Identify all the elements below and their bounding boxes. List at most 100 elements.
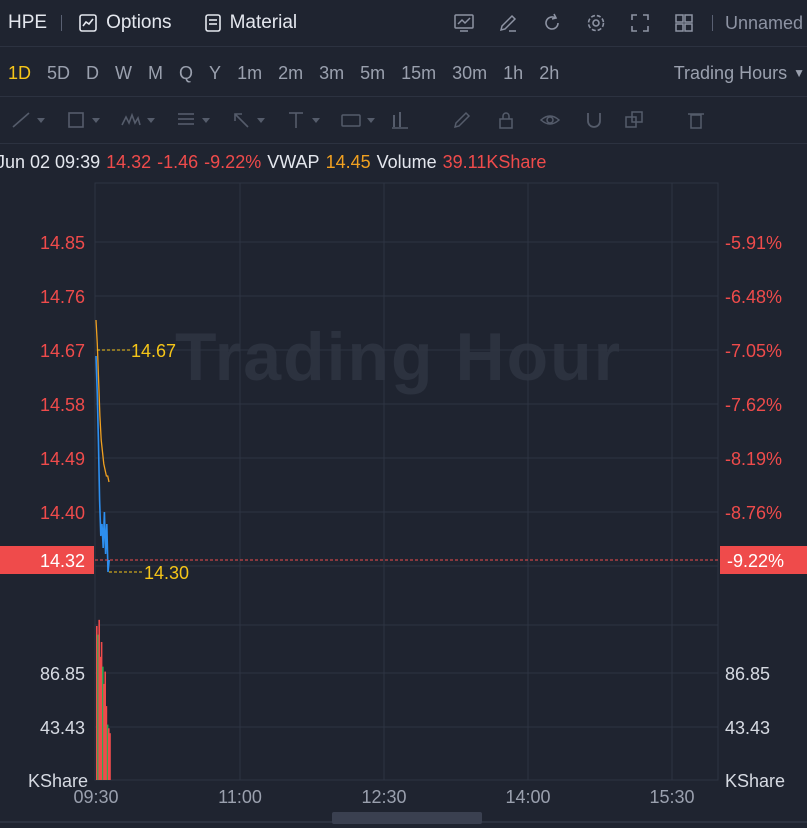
vwap-value: 14.45 — [325, 151, 371, 172]
lock-button[interactable] — [495, 97, 517, 143]
line-tool-icon — [12, 112, 30, 128]
volume-bar — [97, 634, 99, 780]
options-label: Options — [106, 12, 172, 33]
current-price-tag-label: 14.32 — [40, 551, 85, 571]
interval-30m[interactable]: 30m — [452, 62, 488, 83]
interval-2m[interactable]: 2m — [278, 62, 304, 83]
watermark: Trading Hour — [175, 319, 623, 395]
price-axis-label-left: 14.67 — [40, 341, 85, 361]
change-value: -1.46 — [157, 151, 199, 172]
low-marker-label: 14.30 — [144, 563, 189, 583]
material-button[interactable]: Material — [204, 12, 298, 34]
interval-bar: 1D 5D D W M Q Y 1m 2m 3m 5m 15m 30m 1h 2h Trading Hours… — [0, 50, 807, 97]
interval-1h[interactable]: 1h — [503, 62, 524, 83]
material-icon — [204, 14, 221, 32]
price-info-bar: Jun 02 09:39 14.32 -1.46 -9.22% VWAP 14.… — [0, 148, 552, 176]
text-tool-button[interactable] — [285, 97, 320, 143]
lock-icon — [499, 112, 513, 129]
arrow-tool-icon — [234, 113, 249, 128]
symbol-label[interactable]: HPE — [8, 12, 48, 33]
divider — [711, 15, 713, 31]
interval-Y[interactable]: Y — [209, 62, 222, 83]
price-value: 14.32 — [106, 151, 152, 172]
volume-bar — [108, 728, 110, 780]
change-pct-value: -9.22% — [204, 151, 262, 172]
interval-1m[interactable]: 1m — [237, 62, 263, 83]
magnet-icon — [587, 113, 601, 128]
eye-button[interactable] — [539, 97, 561, 143]
interval-W[interactable]: W — [115, 62, 133, 83]
drawing-toolbar — [0, 97, 807, 144]
chevron-down-icon — [92, 117, 100, 123]
time-axis-label: 12:30 — [361, 787, 406, 807]
grid-layout-icon[interactable] — [668, 0, 700, 46]
datetime-label: Jun 02 09:39 — [0, 151, 101, 172]
chevron-down-icon — [312, 117, 320, 123]
volume-label: Volume — [376, 151, 437, 172]
chart-indicator-icon[interactable] — [448, 0, 480, 46]
bar-pattern-icon — [392, 112, 408, 129]
volume-bar — [105, 706, 108, 780]
session-label: Trading Hours — [673, 62, 788, 83]
high-marker-label: 14.67 — [131, 341, 176, 361]
refresh-icon[interactable] — [536, 0, 568, 46]
volume-unit-label-left: KShare — [28, 771, 88, 791]
pattern-tool-button[interactable] — [120, 97, 155, 143]
interval-5D[interactable]: 5D — [47, 62, 71, 83]
measure-tool-icon — [341, 114, 361, 127]
interval-15m[interactable]: 15m — [401, 62, 437, 83]
pen-button[interactable] — [451, 97, 473, 143]
interval-1D[interactable]: 1D — [8, 62, 32, 83]
timeline-scroll-handle[interactable] — [332, 812, 482, 824]
line-tool-button[interactable] — [10, 97, 45, 143]
interval-M[interactable]: M — [148, 62, 164, 83]
pct-axis-label-right: -5.91% — [725, 233, 782, 253]
options-icon — [79, 14, 97, 32]
bar-pattern-button[interactable] — [389, 97, 411, 143]
interval-2h[interactable]: 2h — [539, 62, 560, 83]
trash-button[interactable] — [685, 97, 707, 143]
interval-Q[interactable]: Q — [179, 62, 194, 83]
interval-3m[interactable]: 3m — [319, 62, 345, 83]
volume-axis-label-left: 86.85 — [40, 664, 85, 684]
options-button[interactable]: Options — [78, 12, 172, 34]
fullscreen-icon[interactable] — [624, 0, 656, 46]
layout-name[interactable]: Unnamed — [724, 12, 803, 33]
rectangle-tool-icon — [68, 112, 84, 128]
price-axis-label-left: 14.49 — [40, 449, 85, 469]
fibonacci-tool-button[interactable] — [175, 97, 210, 143]
rectangle-tool-button[interactable] — [65, 97, 100, 143]
interval-D[interactable]: D — [86, 62, 100, 83]
volume-bar — [103, 683, 105, 780]
volume-bar — [96, 625, 98, 780]
time-axis-label: 09:30 — [73, 787, 118, 807]
plot-frame — [94, 182, 719, 781]
vwap-label: VWAP — [267, 151, 320, 172]
volume-bar — [100, 642, 103, 780]
arrow-tool-button[interactable] — [230, 97, 265, 143]
current-pct-tag-label: -9.22% — [727, 551, 784, 571]
measure-tool-button[interactable] — [340, 97, 375, 143]
magnet-button[interactable] — [583, 97, 605, 143]
time-axis-label: 11:00 — [218, 787, 262, 807]
price-axis-label-left: 14.40 — [40, 503, 85, 523]
time-axis-label: 15:30 — [649, 787, 694, 807]
volume-value: 39.11KShare — [442, 151, 547, 172]
pct-axis-label-right: -6.48% — [725, 287, 782, 307]
pct-axis-label-right: -7.05% — [725, 341, 782, 361]
price-axis-label-left: 14.76 — [40, 287, 85, 307]
text-tool-icon — [289, 112, 303, 128]
session-dropdown[interactable]: Trading Hours ▼ — [674, 50, 807, 96]
interval-5m[interactable]: 5m — [360, 62, 386, 83]
price-axis-label-left: 14.85 — [40, 233, 85, 253]
layers-button[interactable] — [623, 97, 645, 143]
settings-icon[interactable] — [580, 0, 612, 46]
divider — [61, 15, 63, 31]
draw-icon[interactable] — [492, 0, 524, 46]
volume-bar — [106, 724, 109, 780]
material-label: Material — [229, 12, 298, 33]
pct-axis-label-right: -8.76% — [725, 503, 782, 523]
chevron-down-icon — [202, 117, 210, 123]
vwap-line — [95, 319, 110, 483]
